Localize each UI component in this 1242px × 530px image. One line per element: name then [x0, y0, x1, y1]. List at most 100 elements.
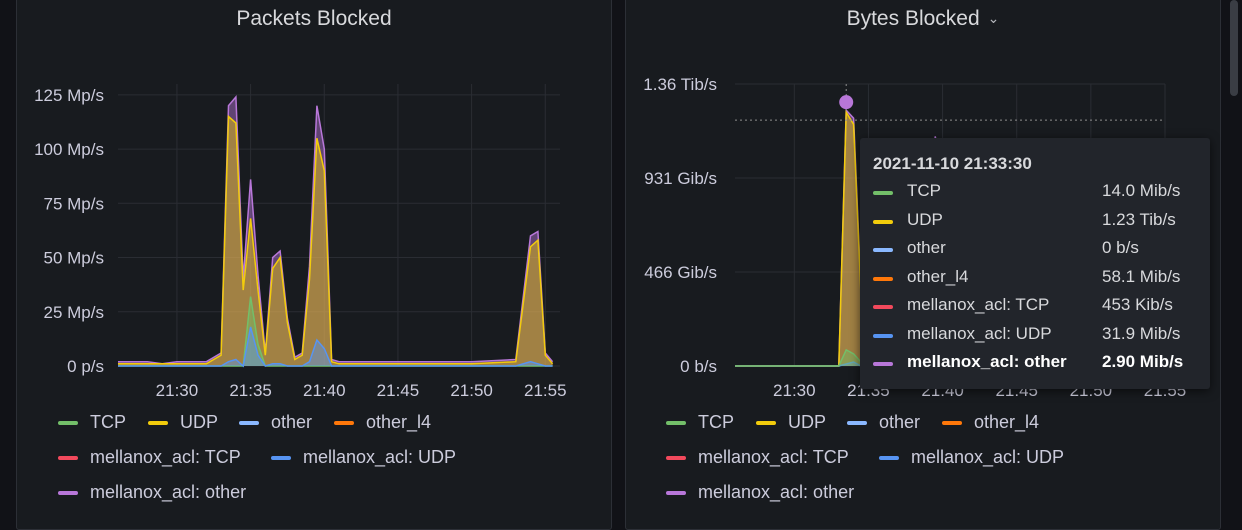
tooltip-row: other_l4 58.1 Mib/s [873, 267, 1198, 291]
tooltip-series-name: TCP [907, 181, 941, 200]
legend-swatch [148, 421, 168, 426]
tooltip-series-name: UDP [907, 209, 943, 229]
x-tick-label: 21:30 [156, 381, 199, 400]
tooltip-swatch [873, 219, 893, 224]
legend-swatch [847, 421, 867, 426]
tooltip-series-value: 2.90 Mib/s [1102, 352, 1184, 371]
x-tick-label: 21:45 [377, 381, 420, 400]
y-tick-label: 125 Mp/s [34, 86, 104, 105]
x-tick-label: 21:30 [773, 381, 816, 400]
legend-swatch [666, 456, 686, 461]
y-tick-label: 466 Gib/s [644, 263, 717, 282]
y-tick-label: 1.36 Tib/s [643, 75, 717, 94]
panel-title[interactable]: Bytes Blocked ⌄ [626, 7, 1220, 31]
legend-item[interactable]: TCP [666, 412, 734, 433]
y-tick-label: 75 Mp/s [44, 194, 104, 213]
legend-label: mellanox_acl: TCP [698, 447, 849, 467]
tooltip-row: other 0 b/s [873, 238, 1198, 262]
y-tick-label: 931 Gib/s [644, 169, 717, 188]
y-tick-label: 25 Mp/s [44, 303, 104, 322]
tooltip-series-name: other [907, 238, 946, 257]
chevron-down-icon[interactable]: ⌄ [987, 10, 1000, 26]
legend-item[interactable]: TCP [58, 412, 126, 433]
tooltip-swatch [873, 333, 893, 338]
tooltip-series-value: 58.1 Mib/s [1102, 266, 1181, 286]
legend-item[interactable]: other_l4 [942, 412, 1039, 433]
legend-label: TCP [90, 412, 126, 432]
legend-swatch [666, 421, 686, 426]
tooltip-row: mellanox_acl: other 2.90 Mib/s [873, 352, 1198, 376]
legend-item[interactable]: mellanox_acl: TCP [58, 447, 241, 468]
series-line [118, 114, 554, 365]
legend-swatch [334, 421, 354, 426]
legend-label: mellanox_acl: other [698, 482, 855, 502]
tooltip-swatch [873, 305, 893, 309]
legend-item[interactable]: mellanox_acl: UDP [879, 447, 1064, 468]
tooltip-series-value: 31.9 Mib/s [1102, 323, 1181, 343]
tooltip-row: mellanox_acl: UDP 31.9 Mib/s [873, 324, 1198, 348]
tooltip-swatch [873, 362, 893, 366]
tooltip-row: mellanox_acl: TCP 453 Kib/s [873, 295, 1198, 319]
tooltip-swatch [873, 191, 893, 195]
legend-label: mellanox_acl: other [90, 482, 247, 502]
tooltip: 2021-11-10 21:33:30 TCP 14.0 Mib/s UDP 1.23… [860, 138, 1210, 389]
y-tick-label: 0 p/s [67, 357, 104, 376]
packets-blocked-panel: Packets Blocked [16, 0, 612, 530]
legend-item[interactable]: other [239, 412, 312, 433]
tooltip-series-name: other_l4 [907, 266, 969, 286]
legend-swatch [879, 456, 899, 461]
panel-title[interactable]: Packets Blocked [236, 7, 392, 30]
legend-label: UDP [180, 412, 219, 432]
legend-swatch [58, 491, 78, 496]
series-area [118, 97, 553, 366]
legend-label: UDP [788, 412, 827, 432]
tooltip-series-name: mellanox_acl: UDP [907, 323, 1052, 343]
tooltip-swatch [873, 276, 893, 281]
x-tick-label: 21:50 [450, 381, 493, 400]
tooltip-series-value: 14.0 Mib/s [1102, 181, 1181, 200]
tooltip-series-value: 453 Kib/s [1102, 295, 1173, 314]
hover-point[interactable] [839, 95, 854, 110]
legend-swatch [271, 456, 291, 461]
legend-swatch [666, 491, 686, 496]
legend-swatch [58, 421, 78, 426]
legend-swatch [942, 421, 962, 426]
legend-label: TCP [698, 412, 734, 432]
y-tick-label: 50 Mp/s [44, 249, 104, 268]
legend-item[interactable]: other_l4 [334, 412, 431, 433]
tooltip-series-value: 0 b/s [1102, 238, 1139, 257]
x-tick-label: 21:55 [524, 381, 567, 400]
scrollbar[interactable] [1230, 0, 1238, 96]
x-tick-label: 21:40 [303, 381, 346, 400]
panel-title-text: Bytes Blocked [846, 7, 980, 30]
legend-swatch [756, 421, 776, 426]
legend-item[interactable]: mellanox_acl: TCP [666, 447, 849, 468]
tooltip-row: TCP 14.0 Mib/s [873, 181, 1198, 205]
y-tick-label: 100 Mp/s [34, 140, 104, 159]
tooltip-series-value: 1.23 Tib/s [1102, 209, 1176, 229]
x-tick-label: 21:35 [229, 381, 272, 400]
y-tick-label: 0 b/s [680, 357, 717, 376]
legend-item[interactable]: UDP [756, 412, 826, 433]
legend-item[interactable]: other [847, 412, 920, 433]
legend-label: mellanox_acl: UDP [303, 447, 457, 467]
legend-label: other_l4 [366, 412, 432, 432]
legend-label: other [879, 412, 921, 432]
legend-label: mellanox_acl: TCP [90, 447, 241, 467]
legend-label: other [271, 412, 313, 432]
tooltip-series-name: mellanox_acl: TCP [907, 295, 1050, 314]
legend-label: mellanox_acl: UDP [911, 447, 1065, 467]
legend-swatch [58, 456, 78, 461]
legend-item[interactable]: mellanox_acl: UDP [271, 447, 456, 468]
tooltip-series-name: mellanox_acl: other [907, 352, 1067, 371]
series-line [118, 326, 553, 368]
tooltip-row: UDP 1.23 Tib/s [873, 210, 1198, 234]
legend-item[interactable]: mellanox_acl: other [58, 482, 246, 503]
legend-item[interactable]: mellanox_acl: other [666, 482, 854, 503]
tooltip-title: 2021-11-10 21:33:30 [873, 154, 1032, 173]
legend-item[interactable]: UDP [148, 412, 218, 433]
legend-label: other_l4 [974, 412, 1040, 432]
legend-swatch [239, 421, 259, 426]
tooltip-swatch [873, 248, 893, 252]
